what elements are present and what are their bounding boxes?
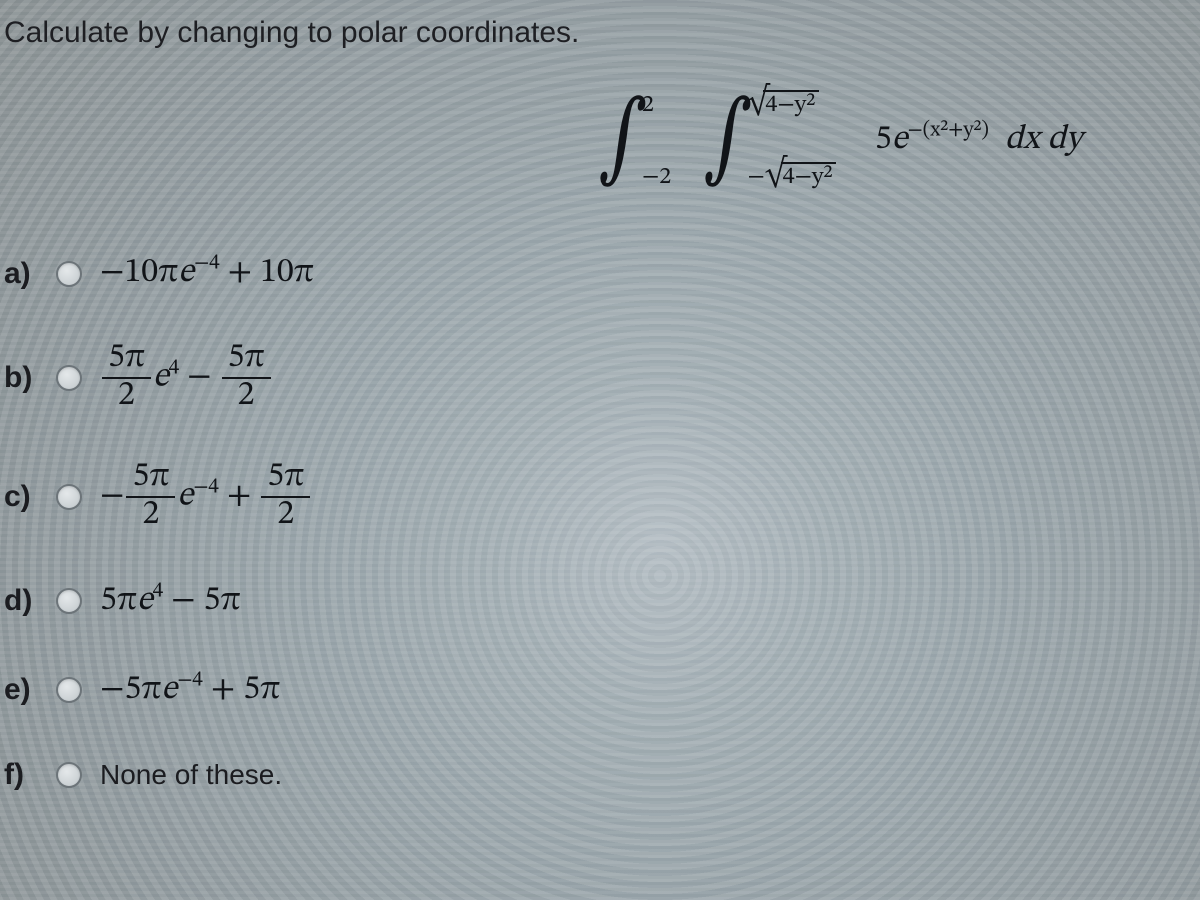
option-d-expr: 5πe4 − 5π — [100, 580, 241, 623]
option-f: f) None of these. — [4, 758, 314, 792]
inner-integral: ∫ 4−y² −4−y² — [695, 92, 761, 188]
option-letter: f) — [4, 758, 38, 792]
option-b-expr: 5π2e4 − 5π2 — [100, 341, 273, 414]
option-c-expr: −5π2e−4 + 5π2 — [100, 460, 312, 533]
option-d: d) 5πe4 − 5π — [4, 580, 314, 623]
option-c: c) −5π2e−4 + 5π2 — [4, 460, 314, 533]
radio-e[interactable] — [56, 677, 82, 703]
radio-b[interactable] — [56, 365, 82, 391]
integrand: 5e−(x²+y²) dx dy — [875, 119, 1082, 162]
inner-lower-limit: −4−y² — [747, 162, 836, 192]
inner-upper-limit: 4−y² — [747, 90, 819, 120]
option-a: a) −10πe−4 + 10π — [4, 252, 314, 295]
option-letter: d) — [4, 584, 38, 618]
option-e-expr: −5πe−4 + 5π — [100, 669, 280, 712]
radio-f[interactable] — [56, 762, 82, 788]
option-letter: c) — [4, 480, 38, 514]
radio-c[interactable] — [56, 484, 82, 510]
radio-a[interactable] — [56, 261, 82, 287]
integral-expression: ∫ 2 −2 ∫ 4−y² −4−y² 5e−(x²+y²) dx dy — [590, 92, 1188, 232]
question-prompt: Calculate by changing to polar coordinat… — [4, 16, 1196, 50]
option-b: b) 5π2e4 − 5π2 — [4, 341, 314, 414]
option-e: e) −5πe−4 + 5π — [4, 669, 314, 712]
radio-d[interactable] — [56, 588, 82, 614]
option-letter: b) — [4, 361, 38, 395]
option-letter: a) — [4, 257, 38, 291]
answer-options: a) −10πe−4 + 10π b) 5π2e4 − 5π2 c) −5π2e… — [4, 252, 314, 792]
outer-upper-limit: 2 — [642, 90, 654, 120]
option-a-expr: −10πe−4 + 10π — [100, 252, 314, 295]
option-f-text: None of these. — [100, 759, 282, 791]
option-letter: e) — [4, 673, 38, 707]
outer-lower-limit: −2 — [642, 162, 671, 192]
outer-integral: ∫ 2 −2 — [590, 92, 656, 188]
